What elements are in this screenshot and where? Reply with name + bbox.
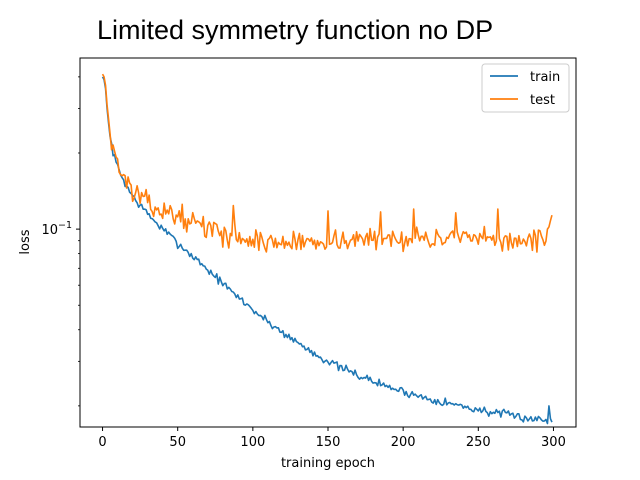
x-tick-label: 300 [541,435,566,450]
plot-background [80,58,576,427]
y-axis-label: loss [18,229,33,254]
x-tick-label: 50 [169,435,186,450]
plot-area [79,57,577,428]
legend-label-train: train [530,70,560,85]
x-axis-label: training epoch [281,456,375,471]
chart-title: Limited symmetry function no DP [97,15,493,45]
x-tick-label: 200 [391,435,416,450]
y-tick-label: 10−1 [41,220,72,238]
legend: train test [481,63,570,113]
x-tick-label: 250 [466,435,491,450]
x-axis-ticks: 0 50 100 150 200 250 300 [98,427,566,450]
series-line-test [101,73,553,253]
series-layer [101,73,553,425]
x-tick-label: 100 [240,435,265,450]
series-line-train [101,76,553,425]
x-tick-label: 0 [98,435,106,450]
x-tick-label: 150 [316,435,341,450]
legend-label-test: test [530,93,555,108]
y-axis-ticks: 10−1 [41,76,80,407]
